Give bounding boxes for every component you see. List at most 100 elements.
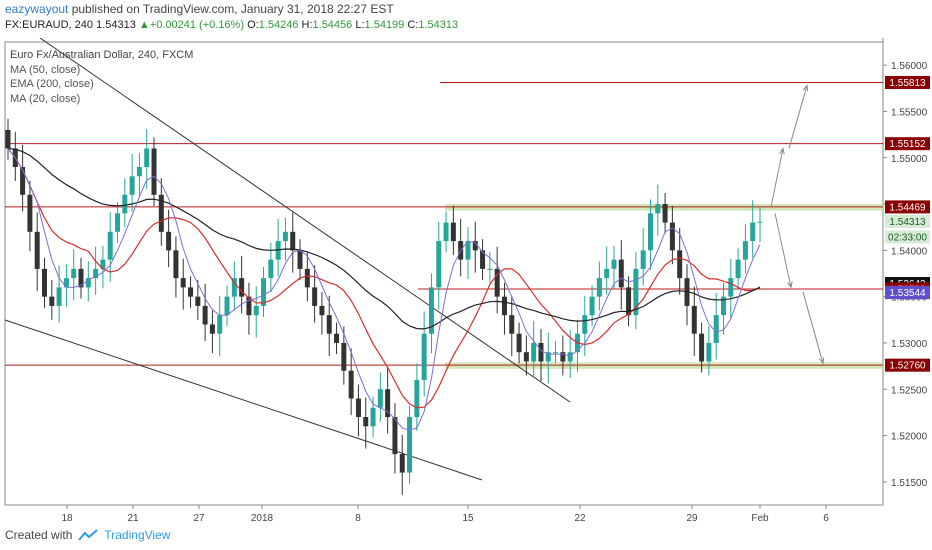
x-tick-label: 2018 <box>251 513 274 523</box>
projection-arrow <box>774 213 792 288</box>
price-label: 1.54313 <box>889 217 926 228</box>
author-link[interactable]: eazywayout <box>5 2 69 16</box>
ema200-line <box>7 147 761 330</box>
price-chart[interactable]: 1.560001.555001.550001.545001.540001.535… <box>0 38 932 523</box>
x-tick-label: 21 <box>127 513 139 523</box>
candle-body <box>720 296 726 316</box>
high-value: 1.54456 <box>312 19 353 31</box>
candle-body <box>304 268 310 288</box>
projection-arrow <box>788 85 808 149</box>
x-tick-label: 6 <box>823 513 829 523</box>
change-value: +0.00241 (+0.16%) <box>149 19 244 31</box>
candle-body <box>93 268 99 279</box>
candle-body <box>553 352 559 354</box>
candle-body <box>209 324 215 334</box>
candle-body <box>436 241 442 288</box>
x-tick-label: 15 <box>462 513 474 523</box>
candle-body <box>49 296 55 306</box>
arrow-head-icon <box>802 84 809 92</box>
projection-arrow <box>802 291 824 364</box>
candle-body <box>42 268 48 297</box>
price-label-box <box>885 230 930 244</box>
y-tick-label: 1.54000 <box>891 246 928 257</box>
candle-body <box>501 296 507 316</box>
legend-item-ma50: MA (50, close) <box>10 63 81 76</box>
tradingview-link[interactable]: TradingView <box>104 528 171 542</box>
candle-body <box>582 315 588 334</box>
y-tick-label: 1.55000 <box>891 154 928 165</box>
candle-body <box>290 231 296 251</box>
candle-body <box>655 204 661 214</box>
y-tick-label: 1.51500 <box>891 478 928 489</box>
candle-body <box>647 213 653 251</box>
legend-item-ema200: EMA (200, close) <box>10 78 94 90</box>
price-label: 1.54469 <box>889 202 926 213</box>
candle-body <box>129 176 135 195</box>
x-tick-label: Feb <box>751 513 769 523</box>
price-label-box <box>885 200 930 214</box>
y-tick-label: 1.56000 <box>891 61 928 72</box>
candle-body <box>589 296 595 316</box>
candle-body <box>202 305 208 325</box>
price-label-box <box>885 286 930 300</box>
price-label: 1.55813 <box>889 78 926 89</box>
candle-body <box>516 333 522 353</box>
candle-body <box>465 241 471 260</box>
candle-body <box>136 167 142 177</box>
price-label: 1.53544 <box>889 288 926 299</box>
candle-body <box>71 268 77 279</box>
candle-body <box>742 241 748 260</box>
candle-body <box>180 278 186 288</box>
candle-body <box>239 278 245 297</box>
last-price: 1.54313 <box>96 19 136 31</box>
low-value: 1.54199 <box>364 19 405 31</box>
price-label-box <box>885 358 930 372</box>
candle-body <box>334 333 340 343</box>
candle-body <box>107 231 113 260</box>
price-label: 1.52760 <box>889 361 926 372</box>
candle-body <box>195 296 201 306</box>
y-tick-label: 1.55500 <box>891 107 928 118</box>
publish-line: eazywayout published on TradingView.com,… <box>5 2 394 16</box>
high-label: H: <box>301 19 313 31</box>
candle-body <box>224 296 230 316</box>
candle-body <box>604 268 610 279</box>
legend-title: Euro Fx/Australian Dollar, 240, FXCM <box>10 49 194 61</box>
symbol-label: FX:EURAUD, 240 <box>5 19 94 31</box>
candle-body <box>34 231 40 269</box>
candle-body <box>78 268 84 288</box>
tradingview-logo-icon <box>78 529 99 541</box>
candle-body <box>166 231 172 251</box>
candle-body <box>268 259 274 279</box>
candle-body <box>27 194 33 232</box>
candle-body <box>355 398 361 418</box>
candle-body <box>319 305 325 316</box>
candle-body <box>151 148 157 195</box>
trendline <box>39 38 571 403</box>
candle-body <box>750 222 756 242</box>
candle-body <box>699 333 705 362</box>
candle-body <box>472 241 478 251</box>
candle-body <box>509 315 515 334</box>
price-label-box <box>885 214 930 228</box>
candle-body <box>312 287 318 306</box>
candle-body <box>611 259 617 269</box>
candle-body <box>494 268 500 297</box>
candle-body <box>560 352 566 362</box>
x-tick-label: 27 <box>193 513 205 523</box>
candle-body <box>261 278 267 306</box>
candle-body <box>115 213 121 232</box>
candle-body <box>428 287 434 334</box>
candle-body <box>545 352 551 362</box>
plot-frame <box>4 41 884 506</box>
candle-body <box>231 278 237 297</box>
y-tick-label: 1.53000 <box>891 339 928 350</box>
candle-body <box>173 250 179 279</box>
candle-body <box>531 342 537 362</box>
legend-item-ma20: MA (20, close) <box>10 92 81 105</box>
close-value: 1.54313 <box>418 19 459 31</box>
arrow-head-icon <box>818 357 825 365</box>
up-arrow-icon: ▲ <box>138 19 150 31</box>
arrow-head-icon <box>779 147 785 155</box>
chart-legend: Euro Fx/Australian Dollar, 240, FXCM MA … <box>10 48 193 106</box>
